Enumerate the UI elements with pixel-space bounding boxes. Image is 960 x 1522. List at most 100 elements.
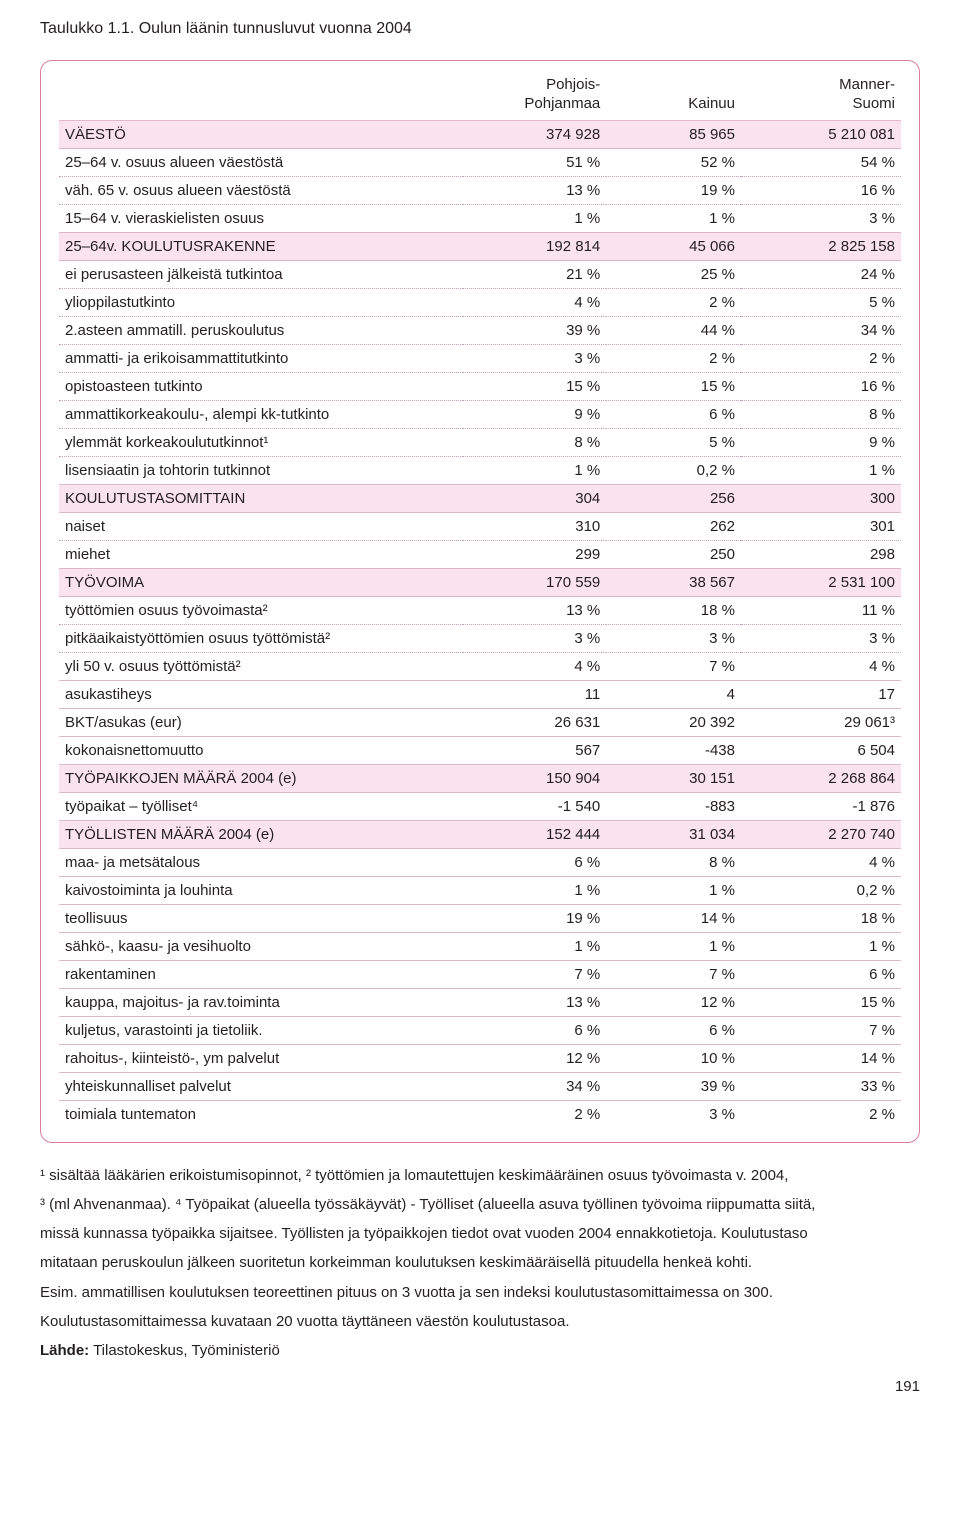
page-number: 191 — [40, 1378, 920, 1395]
table-row: yhteiskunnalliset palvelut34 %39 %33 % — [59, 1072, 901, 1100]
row-value: 3 % — [606, 1100, 741, 1128]
row-label: sähkö-, kaasu- ja vesihuolto — [59, 932, 463, 960]
row-value: 2 270 740 — [741, 820, 901, 848]
row-label: 25–64 v. osuus alueen väestöstä — [59, 148, 463, 176]
row-value: 300 — [741, 484, 901, 512]
row-value: 9 % — [741, 428, 901, 456]
row-value: 299 — [463, 540, 606, 568]
stats-table: Pohjois- Pohjanmaa Kainuu Manner- Suomi … — [59, 71, 901, 1128]
row-value: 152 444 — [463, 820, 606, 848]
source-line: Lähde: Tilastokeskus, Työministeriö — [40, 1338, 920, 1364]
row-value: 12 % — [463, 1044, 606, 1072]
table-row: toimiala tuntematon2 %3 %2 % — [59, 1100, 901, 1128]
row-label: teollisuus — [59, 904, 463, 932]
row-value: 85 965 — [606, 120, 741, 148]
table-row: ei perusasteen jälkeistä tutkintoa21 %25… — [59, 260, 901, 288]
table-row: TYÖPAIKKOJEN MÄÄRÄ 2004 (e)150 90430 151… — [59, 764, 901, 792]
row-value: 567 — [463, 736, 606, 764]
row-value: 5 % — [741, 288, 901, 316]
footnotes: ¹ sisältää lääkärien erikoistumisopinnot… — [40, 1163, 920, 1365]
row-value: 4 % — [463, 652, 606, 680]
row-value: 10 % — [606, 1044, 741, 1072]
table-row: rakentaminen7 %7 %6 % — [59, 960, 901, 988]
table-row: työpaikat – työlliset⁴-1 540-883-1 876 — [59, 792, 901, 820]
row-label: TYÖVOIMA — [59, 568, 463, 596]
table-row: TYÖLLISTEN MÄÄRÄ 2004 (e)152 44431 0342 … — [59, 820, 901, 848]
row-label: pitkäaikaistyöttömien osuus työttömistä² — [59, 624, 463, 652]
row-value: 1 % — [606, 932, 741, 960]
table-row: ylioppilastutkinto4 %2 %5 % — [59, 288, 901, 316]
row-label: miehet — [59, 540, 463, 568]
row-value: 7 % — [463, 960, 606, 988]
row-label: 15–64 v. vieraskielisten osuus — [59, 204, 463, 232]
row-value: 2 % — [463, 1100, 606, 1128]
table-body: VÄESTÖ374 92885 9655 210 08125–64 v. osu… — [59, 120, 901, 1128]
row-value: 7 % — [606, 960, 741, 988]
row-value: 7 % — [606, 652, 741, 680]
header-blank — [59, 71, 463, 120]
row-value: 298 — [741, 540, 901, 568]
row-value: 4 % — [741, 652, 901, 680]
row-value: 30 151 — [606, 764, 741, 792]
row-value: 1 % — [463, 876, 606, 904]
row-value: 15 % — [463, 372, 606, 400]
table-row: ylemmät korkeakoulututkinnot¹8 %5 %9 % — [59, 428, 901, 456]
row-label: ammattikorkeakoulu-, alempi kk-tutkinto — [59, 400, 463, 428]
table-row: ammattikorkeakoulu-, alempi kk-tutkinto9… — [59, 400, 901, 428]
row-value: 44 % — [606, 316, 741, 344]
row-value: 2 531 100 — [741, 568, 901, 596]
row-value: 0,2 % — [741, 876, 901, 904]
row-value: 29 061³ — [741, 708, 901, 736]
row-value: 13 % — [463, 596, 606, 624]
table-row: 25–64v. KOULUTUSRAKENNE192 81445 0662 82… — [59, 232, 901, 260]
row-value: 18 % — [741, 904, 901, 932]
table-row: rahoitus-, kiinteistö-, ym palvelut12 %1… — [59, 1044, 901, 1072]
header-col1: Pohjois- Pohjanmaa — [463, 71, 606, 120]
row-value: 19 % — [606, 176, 741, 204]
row-value: 4 — [606, 680, 741, 708]
row-value: 310 — [463, 512, 606, 540]
header-col2-l2: Kainuu — [688, 95, 735, 112]
row-value: 3 % — [463, 624, 606, 652]
row-value: 1 % — [463, 932, 606, 960]
row-value: 54 % — [741, 148, 901, 176]
table-row: kuljetus, varastointi ja tietoliik.6 %6 … — [59, 1016, 901, 1044]
row-value: 33 % — [741, 1072, 901, 1100]
footnote-6: Koulutustasomittaimessa kuvataan 20 vuot… — [40, 1309, 920, 1335]
row-value: 14 % — [606, 904, 741, 932]
row-value: 2 825 158 — [741, 232, 901, 260]
row-value: 9 % — [463, 400, 606, 428]
table-row: ammatti- ja erikoisammattitutkinto3 %2 %… — [59, 344, 901, 372]
row-label: kokonaisnettomuutto — [59, 736, 463, 764]
row-value: 14 % — [741, 1044, 901, 1072]
row-value: 15 % — [606, 372, 741, 400]
table-row: BKT/asukas (eur)26 63120 39229 061³ — [59, 708, 901, 736]
row-value: 11 % — [741, 596, 901, 624]
header-col1-l1: Pohjois- — [546, 76, 600, 93]
row-value: 0,2 % — [606, 456, 741, 484]
table-row: miehet299250298 — [59, 540, 901, 568]
row-label: väh. 65 v. osuus alueen väestöstä — [59, 176, 463, 204]
row-value: 16 % — [741, 372, 901, 400]
row-value: 1 % — [463, 456, 606, 484]
row-label: opistoasteen tutkinto — [59, 372, 463, 400]
row-value: 6 % — [741, 960, 901, 988]
table-row: maa- ja metsätalous6 %8 %4 % — [59, 848, 901, 876]
header-col1-l2: Pohjanmaa — [524, 95, 600, 112]
row-value: 6 504 — [741, 736, 901, 764]
table-row: pitkäaikaistyöttömien osuus työttömistä²… — [59, 624, 901, 652]
row-label: KOULUTUSTASOMITTAIN — [59, 484, 463, 512]
row-value: 25 % — [606, 260, 741, 288]
row-value: 3 % — [463, 344, 606, 372]
row-value: 51 % — [463, 148, 606, 176]
row-value: 150 904 — [463, 764, 606, 792]
header-col3: Manner- Suomi — [741, 71, 901, 120]
table-row: kaivostoiminta ja louhinta1 %1 %0,2 % — [59, 876, 901, 904]
row-value: 8 % — [463, 428, 606, 456]
table-row: lisensiaatin ja tohtorin tutkinnot1 %0,2… — [59, 456, 901, 484]
footnote-1: ¹ sisältää lääkärien erikoistumisopinnot… — [40, 1163, 920, 1189]
row-label: kauppa, majoitus- ja rav.toiminta — [59, 988, 463, 1016]
row-value: 17 — [741, 680, 901, 708]
row-label: kuljetus, varastointi ja tietoliik. — [59, 1016, 463, 1044]
row-value: 3 % — [606, 624, 741, 652]
